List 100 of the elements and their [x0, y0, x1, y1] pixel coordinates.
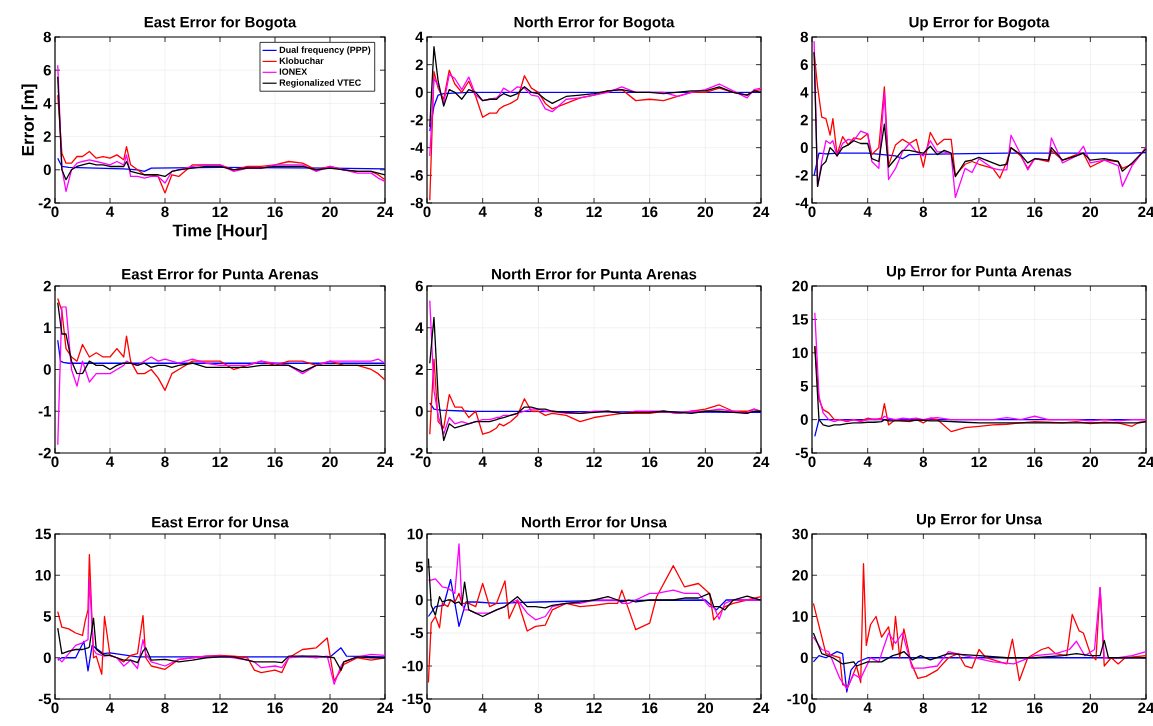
x-tick-label: 20 [697, 456, 714, 468]
x-tick-label: 20 [322, 456, 338, 468]
x-tick-label: 12 [971, 206, 987, 217]
y-tick-label: 2 [43, 131, 51, 142]
y-tick-label: 0 [43, 364, 51, 375]
y-tick-label: 0 [43, 164, 51, 176]
x-tick-label: 12 [212, 702, 228, 714]
y-tick-label: 0 [415, 87, 423, 98]
chart-title: East Error for Punta Arenas [122, 268, 319, 280]
y-tick-label: 4 [415, 322, 424, 333]
x-tick-label: 4 [478, 206, 487, 217]
line-series [812, 586, 1147, 690]
y-tick-label: 0 [415, 405, 423, 417]
y-tick-label: -6 [410, 170, 423, 181]
y-tick-label: -5 [38, 693, 52, 705]
x-tick-label: 4 [478, 702, 487, 713]
x-tick-label: 8 [534, 702, 543, 714]
y-tick-label: -15 [402, 693, 424, 705]
line-series [57, 339, 386, 364]
y-tick-label: -2 [410, 114, 423, 126]
y-tick-label: -8 [410, 197, 423, 209]
legend-label: Regionalized VTEC [279, 79, 361, 88]
y-tick-label: 10 [407, 528, 423, 540]
chart-title: East Error for Unsa [152, 516, 289, 528]
x-tick-label: 20 [697, 702, 714, 714]
x-tick-label: 16 [267, 206, 283, 218]
y-tick-label: 4 [415, 31, 424, 43]
x-tick-label: 24 [377, 702, 394, 714]
x-tick-label: 24 [377, 206, 394, 217]
x-tick-label: 16 [1027, 206, 1043, 218]
x-tick-label: 12 [586, 702, 602, 714]
legend-label: Dual frequency (PPP) [279, 46, 371, 55]
x-tick-label: 24 [753, 456, 770, 467]
y-tick-label: 5 [43, 611, 52, 622]
y-tick-label: -2 [38, 197, 51, 209]
chart-title: East Error for Bogota [144, 16, 297, 31]
y-tick-label: -2 [410, 447, 423, 459]
y-tick-label: 0 [800, 142, 808, 153]
y-tick-label: -5 [410, 627, 424, 639]
x-tick-label: 12 [212, 456, 228, 467]
x-tick-label: 8 [919, 206, 928, 218]
y-tick-label: 15 [792, 314, 809, 325]
chart-title: Up Error for Unsa [916, 513, 1043, 528]
x-tick-label: 20 [322, 702, 338, 714]
x-tick-label: 12 [971, 456, 987, 467]
y-tick-label: 0 [43, 652, 51, 664]
y-axis-title: Error [m] [21, 84, 38, 156]
y-tick-label: 1 [44, 322, 52, 333]
x-tick-label: 16 [267, 456, 283, 468]
x-tick-label: 20 [1082, 456, 1099, 468]
x-tick-label: 4 [863, 206, 872, 217]
x-tick-label: 8 [161, 206, 169, 218]
y-tick-label: 10 [792, 611, 808, 622]
y-tick-label: -2 [38, 447, 51, 459]
y-tick-label: -4 [410, 142, 424, 153]
y-tick-label: 5 [800, 380, 809, 392]
x-tick-label: 20 [1082, 206, 1099, 218]
chart-title: Up Error for Punta Arenas [886, 265, 1072, 280]
y-tick-label: 8 [43, 31, 51, 43]
legend-label: Klobuchar [279, 57, 324, 65]
x-tick-label: 12 [212, 206, 228, 217]
x-tick-label: 24 [377, 456, 394, 467]
y-tick-label: 20 [792, 280, 808, 292]
x-tick-label: 4 [106, 456, 115, 467]
y-tick-label: 4 [800, 87, 809, 98]
y-tick-label: 30 [792, 528, 808, 540]
legend-label: IONEX [279, 68, 308, 75]
x-tick-label: 16 [267, 702, 283, 714]
line-series [812, 563, 1147, 688]
y-tick-label: -2 [795, 170, 808, 181]
chart-title: North Error for Unsa [522, 516, 668, 528]
x-tick-label: 20 [322, 206, 338, 218]
y-tick-label: 0 [800, 414, 808, 425]
x-tick-label: 20 [697, 206, 714, 218]
chart-title: North Error for Punta Arenas [492, 268, 697, 280]
y-tick-label: 0 [800, 652, 808, 664]
x-tick-label: 12 [586, 206, 602, 217]
y-tick-label: 15 [35, 528, 52, 540]
x-tick-label: 8 [919, 702, 928, 714]
x-tick-label: 16 [642, 702, 658, 714]
y-tick-label: -10 [402, 660, 423, 672]
x-tick-label: 24 [753, 702, 770, 714]
x-tick-label: 4 [106, 206, 115, 217]
x-tick-label: 4 [478, 456, 487, 467]
y-tick-label: -1 [38, 406, 52, 417]
x-tick-label: 24 [753, 206, 770, 217]
y-tick-label: 2 [43, 280, 51, 292]
y-tick-label: 10 [792, 347, 808, 359]
y-tick-label: 20 [792, 569, 808, 581]
x-tick-label: 8 [534, 206, 543, 218]
chart-title: Up Error for Bogota [909, 16, 1050, 31]
x-tick-label: 16 [642, 456, 658, 468]
chart-title: North Error for Bogota [514, 16, 675, 31]
y-tick-label: 6 [415, 280, 423, 292]
y-tick-label: 5 [415, 561, 424, 573]
y-tick-label: 10 [35, 569, 51, 581]
x-tick-label: 4 [106, 702, 115, 713]
x-tick-label: 12 [586, 456, 602, 467]
y-tick-label: 2 [415, 364, 423, 375]
x-tick-label: 8 [161, 456, 169, 468]
